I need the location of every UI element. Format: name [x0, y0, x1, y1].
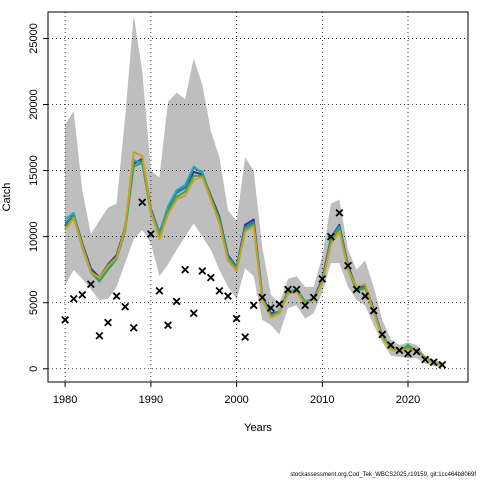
observed-point — [215, 286, 224, 295]
observed-point — [386, 341, 395, 349]
observed-point — [69, 294, 78, 303]
observed-point — [266, 304, 275, 312]
observed-point — [61, 315, 70, 324]
observed-point — [241, 333, 250, 342]
observed-point — [318, 274, 327, 283]
observed-point — [172, 297, 181, 306]
observed-point — [378, 330, 387, 339]
observed-point — [309, 293, 318, 302]
observed-point — [429, 358, 438, 367]
observed-point — [395, 346, 404, 355]
confidence-band — [65, 14, 443, 368]
observed-point — [138, 198, 147, 207]
y-tick-label: 20000 — [28, 89, 40, 120]
observed-point — [404, 349, 412, 358]
observed-point — [352, 285, 361, 294]
observed-point — [189, 309, 198, 318]
observed-catch-layer — [61, 198, 447, 369]
observed-point — [232, 314, 241, 323]
observed-point — [412, 347, 421, 356]
observed-point — [258, 293, 267, 302]
observed-point — [155, 286, 164, 295]
confidence-band-layer — [65, 14, 443, 368]
y-axis: 0 5000 10000 15000 20000 25000 — [28, 23, 48, 372]
series-line-5 — [64, 151, 443, 367]
observed-point — [198, 267, 207, 275]
plot-frame — [47, 11, 469, 383]
x-tick-label: 1990 — [139, 394, 163, 406]
observed-point — [249, 301, 258, 310]
series-layer — [64, 151, 443, 367]
observed-point — [164, 321, 172, 330]
x-axis-title: Years — [244, 422, 272, 434]
footnote: stockassessment.org,Cod_Tek_WBCS2025,r19… — [290, 472, 476, 478]
observed-point — [369, 306, 378, 315]
y-tick-label: 10000 — [28, 221, 40, 252]
observed-point — [95, 331, 104, 340]
observed-point — [112, 292, 121, 301]
observed-point — [438, 360, 447, 369]
x-tick-label: 1980 — [53, 394, 77, 406]
observed-point — [284, 285, 292, 294]
observed-point — [181, 265, 190, 274]
x-tick-label: 2020 — [396, 394, 420, 406]
observed-point — [121, 302, 130, 311]
x-tick-label: 2010 — [310, 394, 334, 406]
observed-point — [421, 355, 430, 364]
observed-point — [86, 280, 95, 289]
observed-point — [224, 292, 232, 301]
y-tick-label: 0 — [28, 366, 40, 372]
observed-point — [326, 232, 335, 241]
y-axis-title: Catch — [1, 183, 13, 212]
x-tick-label: 2000 — [224, 394, 248, 406]
observed-point — [361, 292, 370, 301]
observed-point — [344, 261, 352, 270]
observed-point — [206, 273, 215, 282]
observed-point — [78, 290, 87, 299]
observed-point — [275, 300, 284, 308]
observed-point — [335, 208, 344, 217]
observed-point — [146, 230, 155, 238]
observed-point — [104, 318, 112, 327]
y-tick-label: 25000 — [28, 23, 40, 54]
y-tick-label: 15000 — [28, 155, 40, 186]
observed-point — [129, 323, 138, 332]
observed-point — [301, 301, 310, 310]
y-tick-label: 5000 — [28, 290, 40, 314]
x-axis: 1980 1990 2000 2010 2020 — [53, 382, 420, 406]
observed-point — [292, 285, 301, 294]
